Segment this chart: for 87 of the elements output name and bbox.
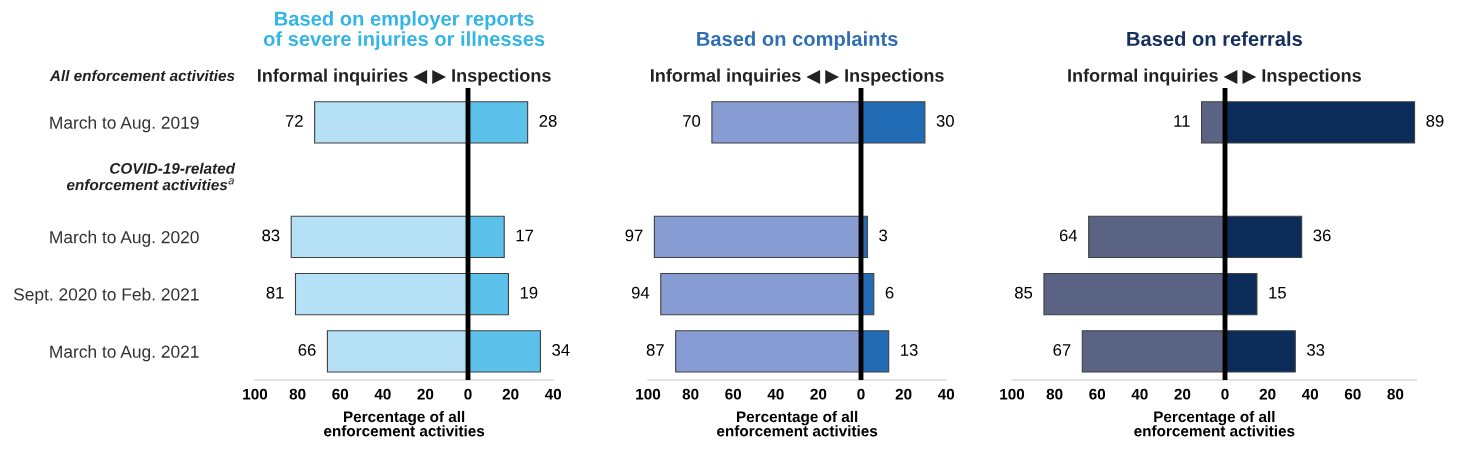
bar — [467, 101, 529, 144]
y-tick-label: March to Aug. 2020 — [50, 230, 199, 247]
bar — [1224, 101, 1416, 144]
data-label: 17 — [516, 229, 534, 242]
x-tick-label: 40 — [767, 388, 784, 400]
x-tick-label: 0 — [464, 388, 472, 400]
data-label: 66 — [298, 344, 316, 356]
bar — [675, 330, 862, 373]
x-tick-label: 60 — [1344, 388, 1361, 400]
data-label: 85 — [1015, 286, 1033, 299]
chart-subtitle: Informal inquiries ◀ ▶ Inspections — [258, 68, 551, 86]
bar — [290, 215, 469, 259]
bar — [653, 215, 862, 259]
bar — [860, 330, 890, 373]
chart-title: Based on employer reports of severe injuries or illnesses — [263, 10, 545, 50]
data-label: 89 — [1426, 115, 1444, 127]
data-label: 34 — [552, 344, 570, 356]
x-tick-label: 80 — [1387, 388, 1404, 400]
x-tick-label: 60 — [1089, 388, 1106, 400]
data-label: 97 — [625, 229, 643, 242]
data-label: 64 — [1059, 229, 1078, 242]
chart-subtitle: Informal inquiries ◀ ▶ Inspections — [1068, 68, 1361, 86]
bar — [1224, 215, 1303, 259]
x-tick-label: 20 — [895, 388, 912, 400]
data-label: 3 — [879, 229, 888, 242]
bar — [1201, 101, 1226, 144]
x-tick-label: 20 — [1174, 388, 1191, 400]
x-tick-label: 100 — [1000, 388, 1025, 400]
x-axis-title: Percentage of all enforcement activities — [1134, 410, 1295, 437]
x-axis-title: Percentage of all enforcement activities — [717, 410, 878, 437]
data-label: 67 — [1053, 344, 1071, 356]
bar — [660, 272, 862, 316]
data-label: 36 — [1313, 229, 1331, 242]
x-tick-label: 0 — [857, 388, 865, 400]
x-tick-label: 40 — [374, 388, 391, 400]
bar — [1224, 272, 1258, 316]
data-label: 11 — [1174, 115, 1190, 127]
data-label: 70 — [683, 115, 701, 127]
data-label: 6 — [885, 286, 894, 299]
text: All enforcement activities — [49, 69, 235, 82]
bar — [467, 272, 510, 316]
bar — [314, 101, 469, 144]
data-label: 83 — [262, 229, 280, 242]
x-tick-label: 100 — [636, 388, 661, 400]
data-label: 94 — [631, 286, 650, 299]
bar — [326, 330, 469, 373]
x-tick-label: 40 — [937, 388, 955, 400]
bar — [294, 272, 469, 316]
bar — [467, 215, 505, 259]
data-label: 87 — [646, 344, 664, 356]
x-tick-label: 0 — [1221, 388, 1229, 400]
x-axis-title: Percentage of all enforcement activities — [324, 410, 485, 437]
data-label: 30 — [936, 115, 954, 127]
bar — [467, 330, 541, 373]
chart-title: Based on referrals — [1127, 31, 1302, 47]
x-tick-label: 40 — [1131, 388, 1148, 400]
x-tick-label: 20 — [502, 388, 519, 400]
data-label: 13 — [901, 344, 918, 356]
x-tick-label: 80 — [289, 388, 306, 400]
x-tick-label: 80 — [1046, 388, 1063, 400]
bar — [1043, 272, 1226, 316]
data-label: 15 — [1269, 286, 1286, 299]
x-tick-label: 60 — [725, 388, 742, 400]
bar — [1081, 330, 1226, 373]
x-tick-label: 20 — [417, 388, 434, 400]
x-tick-label: 20 — [810, 388, 827, 400]
text: COVID-19-related enforcement activities$^{a}$ — [66, 162, 236, 191]
x-tick-label: 60 — [332, 388, 349, 400]
bar — [1224, 330, 1296, 373]
data-label: 81 — [266, 286, 284, 299]
data-label: 33 — [1307, 344, 1325, 356]
chart-title: Based on complaints — [697, 31, 898, 50]
x-tick-label: 100 — [243, 388, 268, 400]
y-tick-label: March to Aug. 2021 — [50, 345, 199, 362]
x-tick-label: 20 — [1259, 388, 1276, 400]
data-label: 28 — [539, 115, 557, 127]
bar — [711, 101, 862, 144]
bar — [1088, 215, 1226, 259]
y-tick-label: March to Aug. 2019 — [50, 116, 199, 133]
x-tick-label: 80 — [682, 388, 699, 400]
x-tick-label: 40 — [1301, 388, 1319, 400]
y-tick-label: Sept. 2020 to Feb. 2021 — [13, 287, 199, 305]
data-label: 72 — [285, 115, 303, 127]
x-tick-label: 40 — [544, 388, 562, 400]
bar — [860, 101, 926, 144]
data-label: 19 — [520, 286, 538, 299]
chart-subtitle: Informal inquiries ◀ ▶ Inspections — [651, 68, 944, 86]
